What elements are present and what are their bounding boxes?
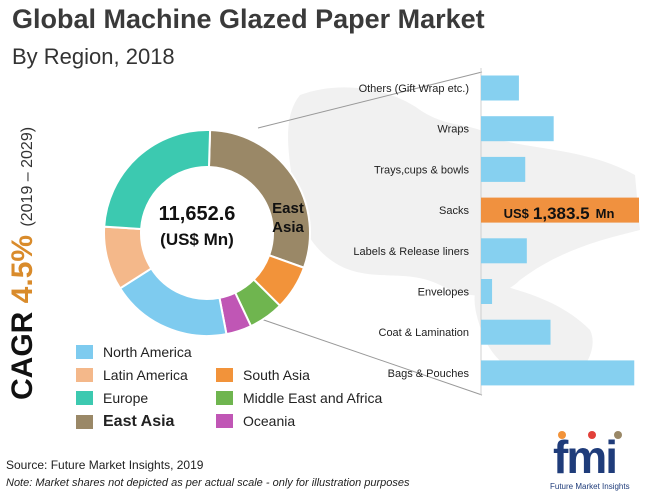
bar-category-label: Bags & Pouches: [388, 368, 470, 380]
bar-category-label: Wraps: [437, 124, 469, 136]
logo-text: fmi: [553, 431, 618, 483]
bar-category-label: Trays,cups & bowls: [374, 164, 469, 176]
bar-envelopes: [481, 279, 493, 304]
highlight-bar-value: US$ 1,383.5 Mn: [480, 201, 638, 226]
legend-label: North America: [103, 344, 192, 360]
bar-others-gift-wrap-etc: [481, 75, 519, 101]
donut-slice-europe: [103, 129, 212, 231]
bar-category-label: Coat & Lamination: [379, 327, 470, 339]
legend-item: Europe: [76, 390, 148, 406]
legend-item: East Asia: [76, 413, 174, 431]
legend-label: Middle East and Africa: [243, 390, 383, 406]
legend-item: Middle East and Africa: [216, 390, 382, 406]
legend-label: South Asia: [243, 367, 310, 383]
cagr-text: CAGR: [6, 311, 39, 400]
donut-center-label: 11,652.6 (US$ Mn): [138, 203, 256, 250]
center-unit: (US$ Mn): [160, 230, 234, 249]
cagr-label: CAGR 4.5% (2019 – 2029): [6, 80, 50, 400]
legend-item: North America: [76, 344, 192, 360]
legend-label: East Asia: [103, 413, 175, 430]
logo-subtext: Future Market Insights: [550, 482, 630, 491]
chart-subtitle: By Region, 2018: [12, 44, 175, 69]
leader-line: [257, 317, 483, 396]
legend-label: Oceania: [243, 413, 296, 429]
legend-swatch: [76, 368, 93, 382]
legend: North America Latin America Europe East Asi…: [76, 344, 436, 444]
bar-chart: Others (Gift Wrap etc.) Wraps Trays,cups &…: [353, 68, 639, 395]
legend-swatch: [216, 368, 233, 382]
legend-item: South Asia: [216, 367, 310, 383]
legend-swatch: [76, 345, 93, 359]
cagr-period: (2019 – 2029): [19, 126, 36, 227]
bar-trays-cups-bowls: [481, 156, 526, 182]
legend-label: Europe: [103, 390, 149, 406]
legend-item: Latin America: [76, 367, 188, 383]
logo: [548, 428, 644, 492]
bar-category-label: Labels & Release liners: [353, 246, 469, 258]
donut-chart: [103, 129, 311, 337]
bar-sacks: [481, 197, 639, 223]
chart-title: Global Machine Glazed Paper Market: [12, 4, 485, 34]
unit-suffix: Mn: [595, 206, 615, 221]
cagr-value: 4.5%: [6, 234, 39, 304]
source-text: Source: Future Market Insights, 2019: [6, 458, 204, 472]
legend-swatch: [76, 391, 93, 405]
east-asia-slice-label: East Asia: [272, 200, 304, 236]
currency-prefix: US$: [503, 206, 529, 221]
bar-bags-pouches: [481, 360, 635, 386]
note-text: Note: Market shares not depicted as per …: [6, 477, 410, 489]
bar-coat-lamination: [481, 319, 551, 345]
bar-labels-release-liners: [481, 238, 527, 264]
center-value: 11,652.6: [158, 203, 236, 225]
highlight-value: 1,383.5: [532, 203, 590, 223]
leader-lines: [257, 71, 483, 396]
bar-category-label: Sacks: [439, 205, 469, 217]
legend-swatch: [216, 414, 233, 428]
logo-dots-icon: [558, 431, 622, 439]
legend-item: Oceania: [216, 413, 295, 429]
bar-wraps: [481, 116, 554, 142]
legend-label: Latin America: [103, 367, 188, 383]
bar-category-label: Others (Gift Wrap etc.): [359, 83, 469, 95]
leader-line: [257, 71, 483, 129]
legend-swatch: [216, 391, 233, 405]
legend-swatch: [76, 415, 93, 429]
bar-category-label: Envelopes: [418, 287, 470, 299]
